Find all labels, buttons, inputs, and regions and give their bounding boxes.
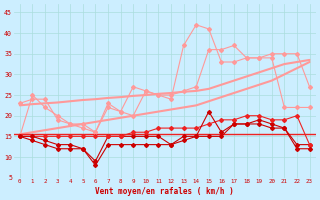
X-axis label: Vent moyen/en rafales ( km/h ): Vent moyen/en rafales ( km/h ) [95, 187, 234, 196]
